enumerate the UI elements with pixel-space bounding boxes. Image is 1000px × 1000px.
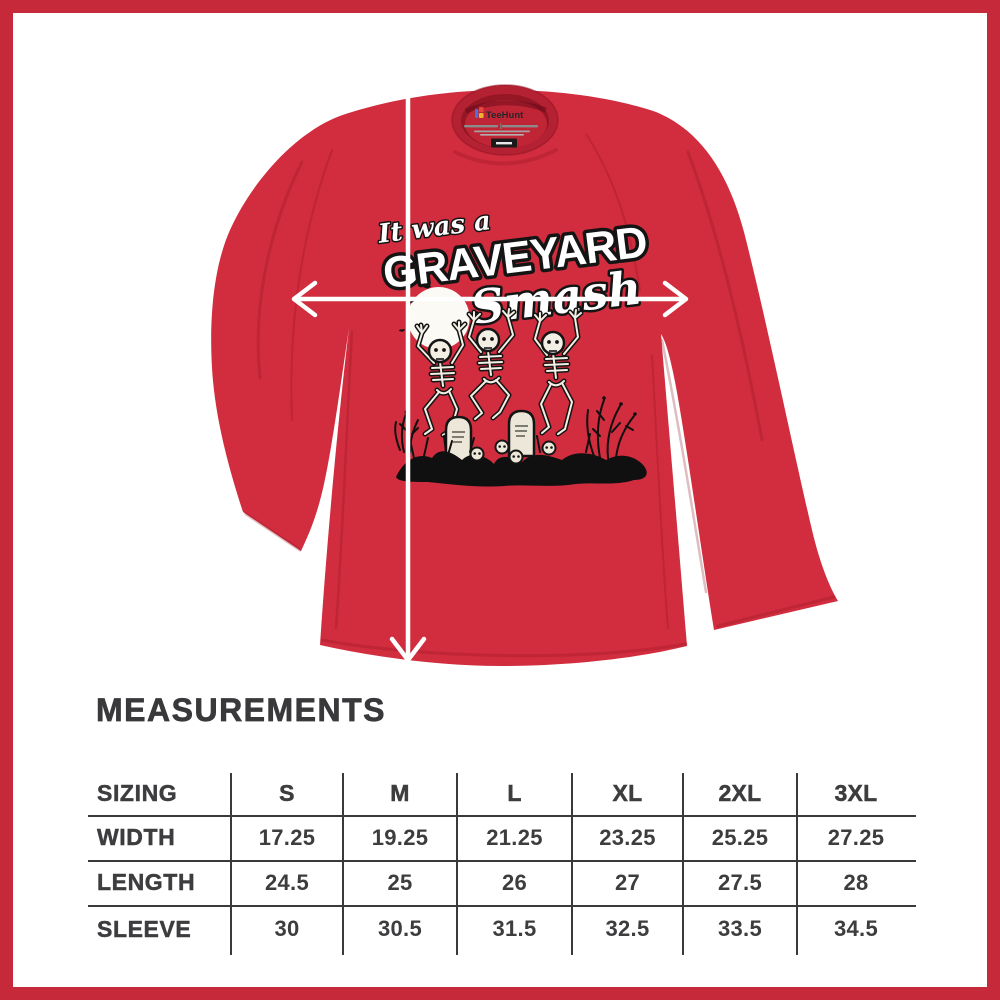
- row-label: SLEEVE: [97, 915, 192, 942]
- table-line: [682, 773, 684, 955]
- table-line: [571, 773, 573, 955]
- table-cell: 27.5: [717, 869, 763, 895]
- horizontal-measure-arrow: [291, 280, 689, 318]
- table-cell: 17.25: [258, 824, 316, 850]
- vertical-measure-arrow: [389, 68, 427, 663]
- table-cell: 23.25: [599, 824, 656, 850]
- skeleton-right: [535, 310, 581, 434]
- table-header-sizing: SIZING: [97, 780, 178, 807]
- skeleton-middle: [469, 309, 514, 419]
- ground-skulls: [469, 439, 557, 465]
- brand-name: TeeHunt: [486, 110, 524, 121]
- table-row-width: WIDTH 17.25 19.25 21.25 23.25 25.25 27.2…: [88, 815, 915, 860]
- table-line: [230, 773, 232, 955]
- table-line: [342, 773, 344, 955]
- shirt: TeeHunt: [211, 84, 838, 666]
- table-cell: 33.5: [717, 916, 763, 941]
- table-cell: 34.5: [833, 916, 879, 941]
- table-header-s: S: [279, 780, 295, 807]
- table-line: [88, 815, 916, 817]
- table-row-length: LENGTH 24.5 25 26 27 27.5 28: [88, 860, 915, 905]
- shirt-wrinkles: [244, 133, 836, 658]
- table-header-m: M: [390, 780, 410, 807]
- table-header-row: SIZING S M L XL 2XL 3XL: [88, 772, 915, 815]
- table-header-xl: XL: [612, 780, 643, 807]
- table-cell: 28: [843, 869, 869, 895]
- measurements-heading: MEASUREMENTS: [96, 692, 387, 729]
- table-cell: 27.25: [827, 824, 885, 850]
- table-line: [88, 860, 916, 862]
- table-line: [796, 773, 798, 955]
- table-line: [456, 773, 458, 955]
- table-cell: 25.25: [711, 824, 769, 850]
- brand-logo-icon: [475, 107, 484, 118]
- gravestone: [444, 415, 473, 465]
- table-cell: 21.25: [486, 824, 543, 850]
- neck-label: TeeHunt: [464, 107, 538, 148]
- table-cell: 19.25: [371, 824, 429, 850]
- table-cell: 24.5: [264, 869, 310, 895]
- collar: [451, 84, 559, 156]
- row-label: WIDTH: [97, 824, 176, 851]
- table-line: [88, 905, 916, 907]
- table-header-3xl: 3XL: [834, 780, 878, 807]
- row-label: LENGTH: [97, 869, 196, 896]
- table-cell: 26: [501, 869, 528, 895]
- table-header-l: L: [507, 780, 522, 807]
- table-cell: 27: [614, 869, 641, 895]
- size-table: SIZING S M L XL 2XL 3XL WIDTH 17.25 19.2…: [88, 772, 915, 953]
- table-cell: 30.5: [377, 916, 423, 941]
- table-cell: 31.5: [492, 916, 537, 941]
- ground-foliage: [394, 396, 647, 487]
- table-cell: 32.5: [605, 916, 650, 941]
- table-cell: 25: [387, 869, 413, 895]
- table-row-sleeve: SLEEVE 30 30.5 31.5 32.5 33.5 34.5: [88, 905, 915, 953]
- skeleton-left: [417, 322, 465, 435]
- gravestone: [507, 409, 536, 458]
- table-cell: 30: [274, 916, 300, 941]
- table-header-2xl: 2XL: [718, 780, 762, 807]
